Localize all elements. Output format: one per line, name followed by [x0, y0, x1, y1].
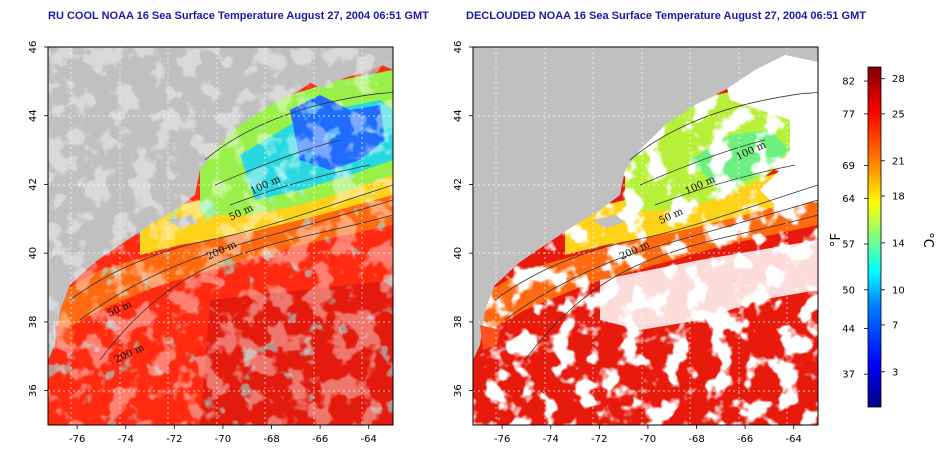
fahrenheit-tick-label: 37 [842, 370, 855, 381]
right-map-frame [472, 46, 819, 426]
lat-tick-label: 40 [28, 247, 39, 260]
lat-tick-label: 42 [28, 178, 39, 191]
fahrenheit-tick-label: 57 [842, 240, 855, 251]
celsius-tick-label: 3 [892, 367, 898, 378]
bathymetry-contours [69, 91, 393, 361]
cloud-mask-central [600, 240, 818, 330]
celsius-tick-label: 7 [892, 320, 898, 331]
left-map-frame [47, 46, 394, 426]
fahrenheit-tick-label: 44 [842, 324, 855, 335]
fahrenheit-tick-label: 77 [842, 109, 855, 120]
colorbar-ticks: 82 77 69 64 57 50 44 37 28 25 21 18 14 10 7 3 [842, 74, 904, 380]
celsius-unit-label: °C [920, 232, 935, 248]
celsius-tick-label: 28 [892, 74, 905, 85]
lon-tick-label: -76 [69, 434, 85, 445]
lat-tick-label: 42 [453, 178, 464, 191]
lat-tick-label: 40 [453, 247, 464, 260]
lat-tick-label: 46 [28, 41, 39, 54]
lon-tick-label: -64 [361, 434, 377, 445]
lon-tick-label: -68 [688, 434, 704, 445]
lat-tick-label: 44 [453, 109, 464, 122]
lon-tick-label: -68 [263, 434, 279, 445]
lat-tick-label: 46 [453, 41, 464, 54]
lon-tick-label: -72 [166, 434, 182, 445]
fahrenheit-unit-label: °F [829, 233, 844, 247]
lat-tick-label: 38 [453, 316, 464, 329]
lon-tick-label: -72 [591, 434, 607, 445]
left-axis-ticks: -76 -74 -72 -70 -68 -66 -64 36 38 40 42 44 46 [28, 41, 377, 445]
lon-tick-label: -70 [640, 434, 656, 445]
chesapeake-bay [480, 325, 500, 350]
cloud-mask-northeast [720, 50, 818, 210]
lat-lon-grid [473, 47, 818, 425]
colorbar-gradient [867, 66, 882, 408]
celsius-tick-label: 21 [892, 156, 905, 167]
fahrenheit-tick-label: 64 [842, 194, 855, 205]
lon-tick-label: -74 [543, 434, 559, 445]
lat-tick-label: 38 [28, 316, 39, 329]
fahrenheit-tick-label: 69 [842, 161, 855, 172]
lat-lon-grid [48, 47, 393, 425]
celsius-tick-label: 10 [892, 285, 905, 296]
right-map-title: DECLOUDED NOAA 16 Sea Surface Temperatur… [466, 10, 866, 22]
fahrenheit-tick-label: 50 [842, 285, 855, 296]
celsius-tick-label: 14 [892, 238, 905, 249]
fahrenheit-tick-label: 82 [842, 77, 855, 88]
long-island [593, 215, 625, 228]
lon-tick-label: -76 [494, 434, 510, 445]
land-mass [473, 47, 818, 360]
lon-tick-label: -66 [737, 434, 753, 445]
lon-tick-label: -66 [312, 434, 328, 445]
surface-speckle [48, 47, 393, 425]
lon-tick-label: -64 [786, 434, 802, 445]
temperature-colorbar: 82 77 69 64 57 50 44 37 28 25 21 18 14 10 7 3 °F °C [829, 66, 935, 408]
lat-tick-label: 36 [453, 384, 464, 397]
lon-tick-label: -70 [215, 434, 231, 445]
celsius-tick-label: 18 [892, 191, 905, 202]
bathymetry-contours [494, 91, 818, 361]
right-axis-ticks: -76 -74 -72 -70 -68 -66 -64 36 38 40 42 44 46 [453, 41, 802, 445]
left-map-title: RU COOL NOAA 16 Sea Surface Temperature … [48, 10, 429, 22]
lat-tick-label: 44 [28, 109, 39, 122]
lat-tick-label: 36 [28, 384, 39, 397]
celsius-tick-label: 25 [892, 109, 905, 120]
lon-tick-label: -74 [118, 434, 134, 445]
